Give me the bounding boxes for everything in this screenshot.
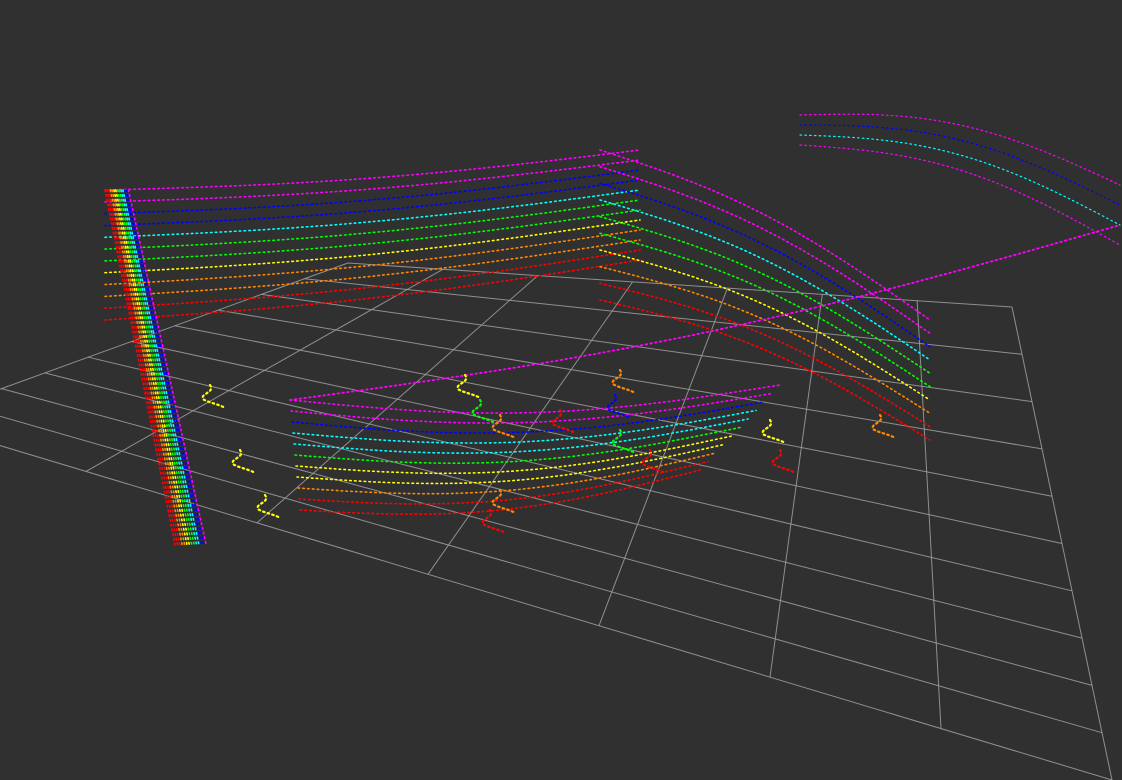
grid-line bbox=[916, 300, 942, 729]
scan-ring bbox=[599, 282, 931, 428]
grid-line bbox=[88, 356, 1073, 592]
scan-ring bbox=[294, 426, 741, 464]
grid-line bbox=[218, 309, 1043, 450]
scan-ring bbox=[104, 229, 641, 286]
object-cluster bbox=[481, 508, 505, 534]
object-cluster bbox=[551, 408, 575, 434]
scan-ring bbox=[599, 165, 931, 335]
pole-points bbox=[120, 189, 198, 546]
scan-ring bbox=[799, 134, 1121, 226]
scan-ring bbox=[290, 392, 773, 424]
scan-ring bbox=[291, 401, 765, 434]
object-cluster bbox=[611, 428, 635, 454]
scan-ring bbox=[298, 460, 709, 505]
object-cluster bbox=[231, 448, 255, 474]
grid-line bbox=[1011, 306, 1113, 780]
pole-points bbox=[118, 189, 195, 546]
grid-line bbox=[0, 262, 349, 390]
ground-grid bbox=[0, 262, 1113, 780]
scan-ring bbox=[599, 182, 931, 348]
grid-line bbox=[256, 275, 539, 524]
object-cluster bbox=[611, 368, 635, 394]
grid-line bbox=[85, 268, 444, 472]
scan-ring bbox=[104, 189, 641, 239]
scan-ring bbox=[104, 219, 641, 274]
scan-ring bbox=[104, 209, 641, 262]
scan-ring bbox=[297, 452, 717, 495]
pole-points bbox=[109, 189, 183, 546]
grid-line bbox=[0, 445, 1113, 780]
pole-points bbox=[125, 189, 205, 546]
scan-ring bbox=[599, 199, 931, 361]
scan-ring bbox=[599, 232, 931, 388]
scan-ring bbox=[599, 215, 931, 375]
pole-points bbox=[122, 189, 200, 546]
grid-line bbox=[131, 341, 1063, 544]
scan-ring bbox=[599, 299, 931, 441]
scan-ring bbox=[104, 179, 641, 227]
scan-ring bbox=[799, 144, 1121, 246]
scan-ring bbox=[293, 418, 749, 454]
scan-ring bbox=[104, 249, 641, 309]
scan-ring bbox=[104, 169, 641, 215]
grid-line bbox=[44, 372, 1083, 639]
scan-ring bbox=[295, 435, 733, 475]
pole-points bbox=[115, 189, 191, 546]
pole-points bbox=[111, 189, 186, 546]
scan-ring bbox=[289, 384, 781, 414]
object-cluster bbox=[201, 383, 225, 409]
scan-ring bbox=[599, 249, 931, 401]
object-cluster bbox=[871, 413, 895, 439]
object-cluster bbox=[256, 493, 280, 519]
point-cloud bbox=[104, 113, 1121, 546]
pole-points bbox=[127, 189, 207, 546]
pole-points bbox=[107, 189, 181, 546]
object-cluster bbox=[456, 373, 480, 399]
scan-ring bbox=[104, 239, 641, 298]
scan-ring bbox=[799, 113, 1121, 186]
object-cluster bbox=[641, 448, 665, 474]
object-cluster bbox=[761, 418, 785, 444]
object-cluster bbox=[606, 393, 630, 419]
grid-line bbox=[0, 415, 1103, 734]
scan-ring bbox=[799, 124, 1121, 206]
pole-points bbox=[113, 189, 188, 546]
scan-ring bbox=[292, 409, 757, 444]
scan-ring bbox=[296, 443, 725, 485]
scan-ring bbox=[289, 224, 1121, 401]
pole-points bbox=[116, 189, 193, 546]
scan-ring bbox=[104, 149, 641, 191]
object-cluster bbox=[491, 413, 515, 439]
grid-line bbox=[427, 281, 633, 575]
object-cluster bbox=[491, 488, 515, 514]
scan-ring bbox=[599, 149, 931, 321]
pole-points bbox=[124, 189, 203, 546]
scan-ring bbox=[104, 199, 641, 250]
grid-line bbox=[261, 293, 1033, 403]
scan-ring bbox=[104, 159, 641, 203]
object-cluster bbox=[771, 448, 795, 474]
scan-ring bbox=[299, 469, 701, 515]
scan-ring bbox=[104, 259, 641, 321]
grid-line bbox=[598, 287, 728, 626]
object-cluster bbox=[471, 398, 495, 424]
